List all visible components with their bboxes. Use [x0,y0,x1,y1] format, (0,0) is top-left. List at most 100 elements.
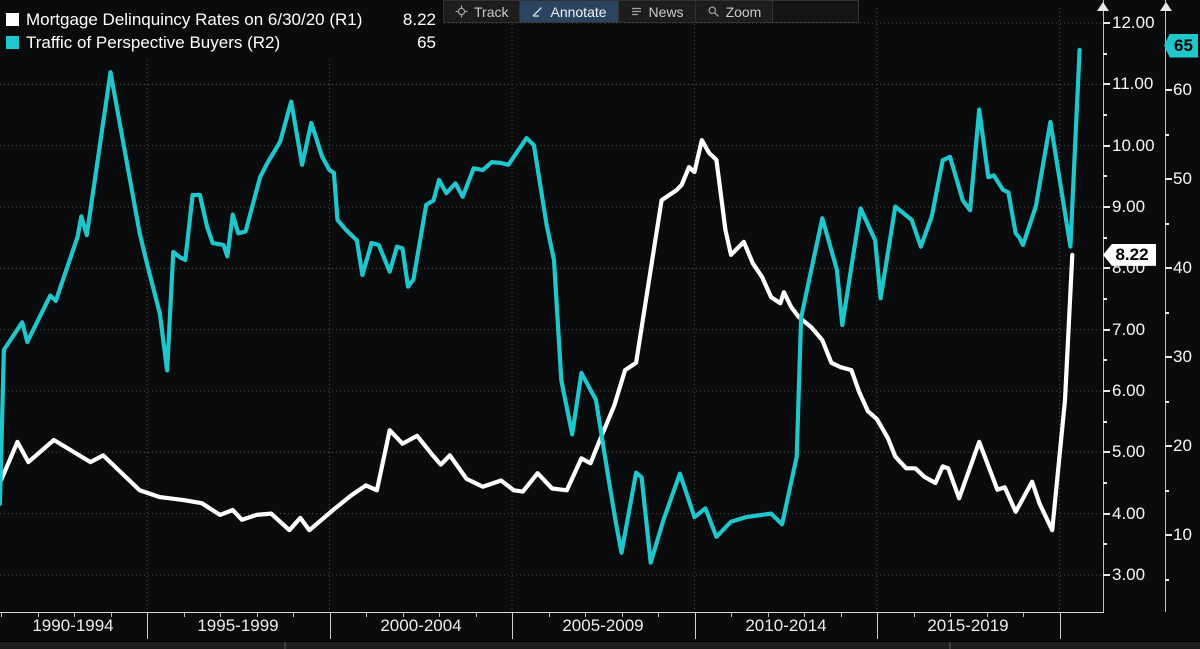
r2-axis-line[interactable] [1165,0,1166,612]
y-axis-tick-label: 20 [1173,436,1192,455]
legend-last-value: 65 [417,32,436,52]
x-axis-period-divider [512,612,513,639]
y-axis-tick [1103,451,1110,454]
y-axis-tick [1103,22,1110,24]
y-axis-tick [1103,328,1110,331]
y-axis-tick-label: 7.00 [1112,319,1146,339]
x-axis-segment-label: 2015-2019 [927,616,1009,635]
annotate-icon [533,7,543,17]
y-axis-tick-label: 40 [1173,258,1192,277]
series-swatch-white [6,13,19,26]
y-axis-minor-tick [1165,311,1169,314]
x-axis-year-tick [1023,612,1024,617]
series-line-traffic [0,47,1082,565]
y-axis-tick-label: 4.00 [1112,503,1146,523]
toolbar-spacer [773,1,858,22]
y-axis-tick [1165,89,1172,91]
x-axis-year-tick [950,612,951,617]
x-axis-year-tick [111,612,112,617]
strip-separator [949,642,951,649]
x-axis-period-divider [1060,612,1061,639]
y-axis-tick [1165,356,1172,358]
x-axis-year-tick [257,612,258,617]
x-axis-year-tick [74,612,75,617]
y-axis-tick-label: 5.00 [1112,442,1146,462]
x-axis-year-tick [366,612,367,617]
last-value-badge-r1: 8.22 [1103,243,1156,266]
y-axis-minor-tick [1103,236,1107,239]
x-axis-line [0,612,1104,613]
y-axis-tick [1103,83,1110,86]
series-swatch-cyan [6,36,19,49]
series-line-mortgage [0,138,1075,533]
annotate-button-label: Annotate [550,3,607,20]
x-axis-year-tick [549,612,550,617]
x-axis-year-tick [439,612,440,617]
zoom-button[interactable]: Zoom [695,1,774,22]
legend-label: Mortgage Delinquincy Rates on 6/30/20 (R… [26,9,363,29]
x-axis-year-tick [731,612,732,617]
x-axis-year-tick [914,612,915,617]
y-axis-minor-tick [1103,175,1107,178]
y-axis-minor-tick [1103,543,1107,546]
x-axis-year-tick [38,612,39,617]
y-axis-tick [1103,389,1110,392]
y-axis-minor-tick [1165,222,1169,225]
y-axis-tick-label: 60 [1173,80,1192,99]
r1-axis-top-arrow-icon [1097,2,1109,11]
y-axis-minor-tick [1103,52,1107,55]
y-axis-tick-label: 30 [1173,347,1192,366]
news-button-label: News [648,3,684,20]
annotate-button[interactable]: Annotate [520,1,619,22]
x-axis-year-tick [841,612,842,617]
y-axis-minor-tick [1165,578,1169,581]
x-axis-year-tick [220,612,221,617]
x-axis-year-tick [658,612,659,617]
plot-area[interactable] [0,0,1104,612]
y-axis-tick [1103,512,1110,515]
last-value-badge-r2: 65 [1164,33,1198,58]
legend-item-traffic[interactable]: Traffic of Perspective Buyers (R2) 65 [6,31,438,54]
zoom-icon [708,6,719,17]
y-axis-minor-tick [1165,133,1169,136]
news-button[interactable]: News [618,1,696,22]
x-axis-year-tick [1,612,2,617]
legend-item-mortgage[interactable]: Mortgage Delinquincy Rates on 6/30/20 (R… [6,8,438,31]
y-axis-tick-label: 6.00 [1112,380,1146,400]
y-axis-tick [1103,573,1110,576]
x-axis-year-tick [987,612,988,617]
x-axis-year-tick [293,612,294,617]
x-axis-segment-label: 2010-2014 [745,616,827,635]
legend-label: Traffic of Perspective Buyers (R2) [26,32,281,52]
x-axis-period-divider [330,612,331,639]
y-axis-tick [1103,267,1110,270]
x-axis-year-tick [403,612,404,617]
y-axis-minor-tick [1103,481,1107,484]
y-axis-tick-label: 10.00 [1112,135,1155,155]
y-axis-tick-label: 10 [1173,525,1192,544]
x-axis-period-divider [877,612,878,639]
r2-axis-top-arrow-icon [1160,2,1172,11]
y-axis-tick-label: 50 [1173,169,1192,188]
x-axis-year-tick [768,612,769,617]
track-icon [455,5,468,18]
r1-axis-line[interactable] [1103,0,1104,612]
track-button-label: Track [474,3,509,20]
x-axis-segment-label: 2000-2004 [380,616,462,635]
y-axis-tick [1165,534,1172,536]
y-axis-minor-tick [1103,420,1107,423]
y-axis-tick [1103,205,1110,208]
y-axis-tick [1165,178,1172,180]
track-button[interactable]: Track [444,1,521,22]
bottom-status-strip [0,641,1200,649]
y-axis-minor-tick [1165,489,1169,492]
y-axis-tick [1165,267,1172,269]
x-axis-segment-label: 1995-1999 [197,616,279,635]
y-axis-tick-label: 11.00 [1112,74,1154,94]
y-axis-tick-label: 9.00 [1112,196,1146,216]
x-axis-year-tick [476,612,477,617]
y-axis-tick-label: 3.00 [1112,564,1146,584]
y-axis-tick-label: 12.00 [1112,13,1155,32]
y-axis-tick [1165,445,1172,447]
